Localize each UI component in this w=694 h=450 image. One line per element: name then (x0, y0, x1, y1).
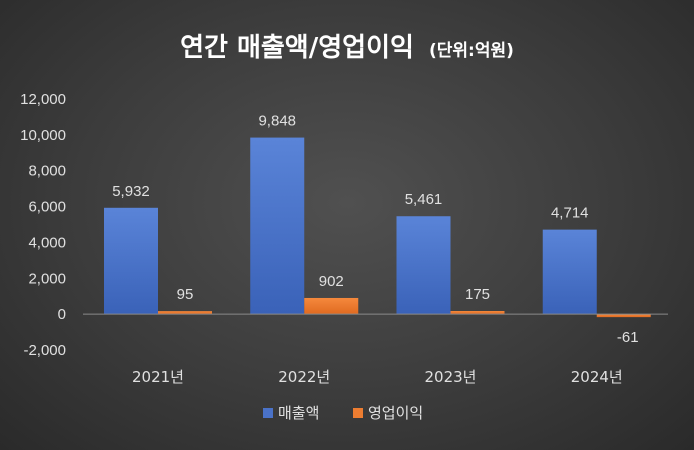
bar-operating-profit (450, 311, 505, 315)
data-label: 902 (319, 273, 344, 290)
y-tick-label: 10,000 (20, 127, 66, 144)
bars (104, 137, 651, 318)
bar-revenue (396, 216, 451, 315)
data-label: 5,932 (112, 183, 150, 200)
data-label: -61 (617, 329, 639, 346)
y-tick-label: 8,000 (28, 163, 66, 180)
chart-title-main: 연간 매출액/영업이익 (180, 33, 414, 63)
x-tick-label: 2022년 (278, 368, 330, 386)
legend-label: 매출액 (278, 404, 319, 422)
chart-title: 연간 매출액/영업이익 (단위:억원) (180, 33, 514, 63)
legend-swatch (263, 408, 273, 418)
bar-operating-profit (304, 297, 359, 315)
y-tick-label: 0 (58, 306, 66, 323)
legend: 매출액 영업이익 (263, 404, 423, 422)
bar-revenue (250, 137, 305, 315)
x-tick-label: 2023년 (425, 368, 477, 386)
bar-revenue (104, 207, 158, 315)
y-tick-label: -2,000 (23, 342, 66, 359)
y-tick-label: 4,000 (28, 234, 66, 251)
bar-revenue (542, 229, 597, 315)
legend-label: 영업이익 (368, 404, 423, 422)
y-tick-label: 2,000 (28, 270, 66, 287)
data-label: 4,714 (551, 205, 589, 222)
y-tick-label: 12,000 (20, 91, 66, 108)
x-tick-label: 2024년 (571, 368, 623, 386)
data-label: 175 (465, 286, 490, 303)
bar-operating-profit (596, 314, 651, 318)
x-axis: 2021년 2022년 2023년 2024년 (132, 368, 623, 386)
legend-swatch (353, 408, 363, 418)
x-tick-label: 2021년 (132, 368, 184, 386)
bar-operating-profit (158, 311, 212, 315)
data-label: 9,848 (258, 113, 296, 130)
data-label: 95 (177, 286, 194, 303)
chart-title-unit: (단위:억원) (429, 41, 514, 61)
data-label: 5,461 (405, 191, 443, 208)
y-tick-label: 6,000 (28, 199, 66, 216)
y-axis: 12,000 10,000 8,000 6,000 4,000 2,000 0 -2,000 (20, 91, 66, 359)
data-labels: 5,932 95 9,848 902 5,461 175 4,714 -61 (112, 113, 638, 347)
